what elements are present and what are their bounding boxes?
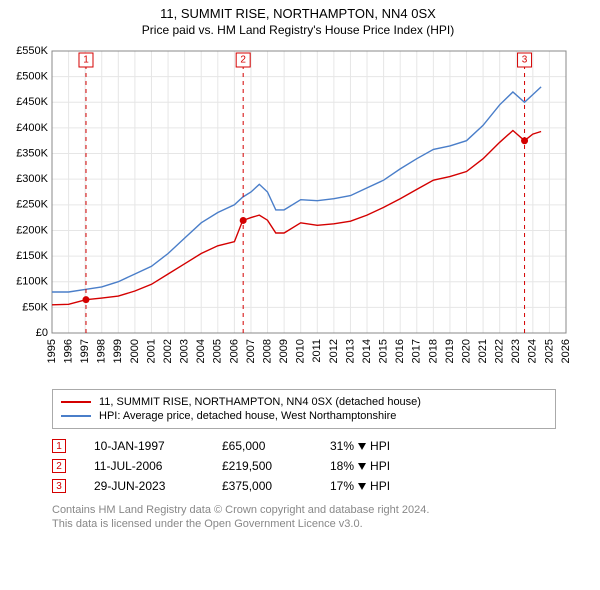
- x-tick-label: 2023: [510, 339, 522, 363]
- y-tick-label: £350K: [16, 147, 48, 159]
- sales-row-diff-pct: 18%: [330, 459, 354, 473]
- sales-row-price: £65,000: [222, 439, 302, 453]
- sale-dot-1: [82, 296, 89, 303]
- sales-table: 1 10-JAN-1997 £65,000 31% HPI 2 11-JUL-2006 £21…: [52, 439, 556, 493]
- y-tick-label: £300K: [16, 173, 48, 185]
- y-tick-label: £400K: [16, 122, 48, 134]
- x-tick-label: 2008: [261, 339, 273, 363]
- x-tick-label: 2024: [527, 339, 539, 363]
- legend-label: 11, SUMMIT RISE, NORTHAMPTON, NN4 0SX (d…: [99, 396, 421, 408]
- x-tick-label: 1997: [79, 339, 91, 363]
- sale-dot-2: [240, 217, 247, 224]
- sales-row: 3 29-JUN-2023 £375,000 17% HPI: [52, 479, 556, 493]
- sales-row-diff: 17% HPI: [330, 479, 390, 493]
- legend-item: 11, SUMMIT RISE, NORTHAMPTON, NN4 0SX (d…: [61, 396, 547, 408]
- x-tick-label: 2025: [543, 339, 555, 363]
- sales-row-date: 11-JUL-2006: [94, 459, 194, 473]
- chart-title: 11, SUMMIT RISE, NORTHAMPTON, NN4 0SX: [6, 6, 590, 21]
- x-tick-label: 2001: [145, 339, 157, 363]
- x-tick-label: 2017: [411, 339, 423, 363]
- sales-row: 2 11-JUL-2006 £219,500 18% HPI: [52, 459, 556, 473]
- x-tick-label: 2020: [460, 339, 472, 363]
- arrow-down-icon: [358, 483, 366, 490]
- x-tick-label: 2005: [212, 339, 224, 363]
- sales-row-marker: 3: [52, 479, 66, 493]
- chart-subtitle: Price paid vs. HM Land Registry's House …: [6, 23, 590, 37]
- y-tick-label: £100K: [16, 276, 48, 288]
- x-tick-label: 2016: [394, 339, 406, 363]
- x-tick-label: 2022: [494, 339, 506, 363]
- y-tick-label: £200K: [16, 224, 48, 236]
- sales-row-marker: 1: [52, 439, 66, 453]
- arrow-down-icon: [358, 463, 366, 470]
- chart-area: £0 £50K £100K £150K £200K £250K £300K £350K £400…: [6, 43, 590, 383]
- x-tick-label: 2006: [228, 339, 240, 363]
- sale-dot-3: [521, 137, 528, 144]
- legend-swatch: [61, 401, 91, 403]
- sales-row-date: 10-JAN-1997: [94, 439, 194, 453]
- x-tick-label: 2007: [245, 339, 257, 363]
- sales-row-diff: 31% HPI: [330, 439, 390, 453]
- x-tick-label: 2000: [129, 339, 141, 363]
- x-tick-label: 2011: [311, 339, 323, 363]
- y-tick-label: £550K: [16, 45, 48, 57]
- legend-label: HPI: Average price, detached house, West…: [99, 410, 396, 422]
- y-tick-label: £0: [36, 327, 48, 339]
- y-tick-label: £450K: [16, 96, 48, 108]
- x-tick-label: 2018: [427, 339, 439, 363]
- x-tick-label: 2004: [195, 339, 207, 363]
- legend: 11, SUMMIT RISE, NORTHAMPTON, NN4 0SX (d…: [52, 389, 556, 429]
- legend-item: HPI: Average price, detached house, West…: [61, 410, 547, 422]
- x-tick-label: 2015: [378, 339, 390, 363]
- chart-svg: £0 £50K £100K £150K £200K £250K £300K £350K £400…: [6, 43, 590, 383]
- sales-row-diff-pct: 31%: [330, 439, 354, 453]
- arrow-down-icon: [358, 443, 366, 450]
- footer-line-2: This data is licensed under the Open Gov…: [52, 517, 556, 531]
- x-tick-label: 2021: [477, 339, 489, 363]
- x-tick-label: 2014: [361, 339, 373, 363]
- x-tick-label: 2019: [444, 339, 456, 363]
- y-tick-label: £150K: [16, 250, 48, 262]
- sales-row-price: £219,500: [222, 459, 302, 473]
- attribution-footer: Contains HM Land Registry data © Crown c…: [52, 503, 556, 532]
- legend-swatch: [61, 415, 91, 417]
- marker-num-3: 3: [522, 55, 528, 66]
- sales-row-diff: 18% HPI: [330, 459, 390, 473]
- x-tick-label: 2002: [162, 339, 174, 363]
- sales-row-diff-suffix: HPI: [370, 459, 390, 473]
- x-tick-label: 2026: [560, 339, 572, 363]
- marker-num-2: 2: [240, 55, 246, 66]
- x-tick-label: 2010: [295, 339, 307, 363]
- y-tick-label: £50K: [22, 301, 48, 313]
- x-tick-label: 1996: [62, 339, 74, 363]
- x-tick-label: 2013: [344, 339, 356, 363]
- y-tick-label: £500K: [16, 71, 48, 83]
- sales-row-price: £375,000: [222, 479, 302, 493]
- x-tick-label: 2009: [278, 339, 290, 363]
- sales-row-diff-suffix: HPI: [370, 479, 390, 493]
- sales-row: 1 10-JAN-1997 £65,000 31% HPI: [52, 439, 556, 453]
- x-tick-label: 1995: [46, 339, 58, 363]
- sales-row-marker: 2: [52, 459, 66, 473]
- y-tick-label: £250K: [16, 199, 48, 211]
- x-tick-label: 1998: [96, 339, 108, 363]
- sales-row-date: 29-JUN-2023: [94, 479, 194, 493]
- sales-row-diff-pct: 17%: [330, 479, 354, 493]
- x-tick-label: 1999: [112, 339, 124, 363]
- x-tick-label: 2012: [328, 339, 340, 363]
- x-tick-label: 2003: [179, 339, 191, 363]
- sales-row-diff-suffix: HPI: [370, 439, 390, 453]
- marker-num-1: 1: [83, 55, 89, 66]
- footer-line-1: Contains HM Land Registry data © Crown c…: [52, 503, 556, 517]
